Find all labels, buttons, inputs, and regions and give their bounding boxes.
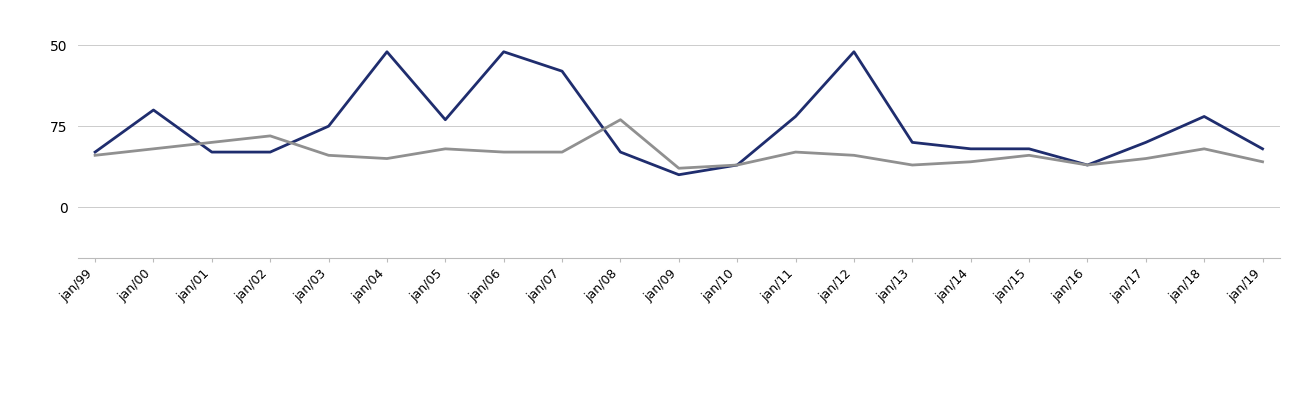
S&P 500 Index <box>613 117 628 122</box>
Soriana's Stock Price <box>846 49 861 54</box>
S&P 500 Index <box>1138 156 1153 161</box>
Soriana's Stock Price <box>963 146 979 151</box>
Soriana's Stock Price <box>555 69 570 74</box>
Soriana's Stock Price <box>1021 146 1037 151</box>
S&P 500 Index <box>204 140 220 145</box>
Soriana's Stock Price <box>88 150 103 155</box>
Soriana's Stock Price <box>437 117 453 122</box>
S&P 500 Index <box>1196 146 1212 151</box>
Soriana's Stock Price <box>379 49 394 54</box>
S&P 500 Index <box>497 150 512 155</box>
Soriana's Stock Price <box>905 140 921 145</box>
S&P 500 Index <box>262 134 278 139</box>
S&P 500 Index <box>379 156 394 161</box>
Soriana's Stock Price <box>321 124 336 129</box>
S&P 500 Index <box>729 163 745 168</box>
Soriana's Stock Price <box>262 150 278 155</box>
S&P 500 Index <box>1021 153 1037 158</box>
Soriana's Stock Price <box>146 107 162 112</box>
S&P 500 Index <box>963 159 979 164</box>
Soriana's Stock Price <box>497 49 512 54</box>
S&P 500 Index <box>905 163 921 168</box>
S&P 500 Index <box>555 150 570 155</box>
Line: Soriana's Stock Price: Soriana's Stock Price <box>96 52 1262 175</box>
Soriana's Stock Price <box>787 114 803 119</box>
Soriana's Stock Price <box>729 163 745 168</box>
Soriana's Stock Price <box>204 150 220 155</box>
Soriana's Stock Price <box>1254 146 1270 151</box>
Soriana's Stock Price <box>613 150 628 155</box>
S&P 500 Index <box>321 153 336 158</box>
Soriana's Stock Price <box>1080 163 1095 168</box>
S&P 500 Index <box>146 146 162 151</box>
S&P 500 Index <box>846 153 861 158</box>
S&P 500 Index <box>437 146 453 151</box>
Soriana's Stock Price <box>1138 140 1153 145</box>
S&P 500 Index <box>787 150 803 155</box>
Line: S&P 500 Index: S&P 500 Index <box>96 120 1262 168</box>
S&P 500 Index <box>88 153 103 158</box>
Soriana's Stock Price <box>671 172 687 177</box>
S&P 500 Index <box>1080 163 1095 168</box>
S&P 500 Index <box>671 166 687 171</box>
S&P 500 Index <box>1254 159 1270 164</box>
Soriana's Stock Price <box>1196 114 1212 119</box>
